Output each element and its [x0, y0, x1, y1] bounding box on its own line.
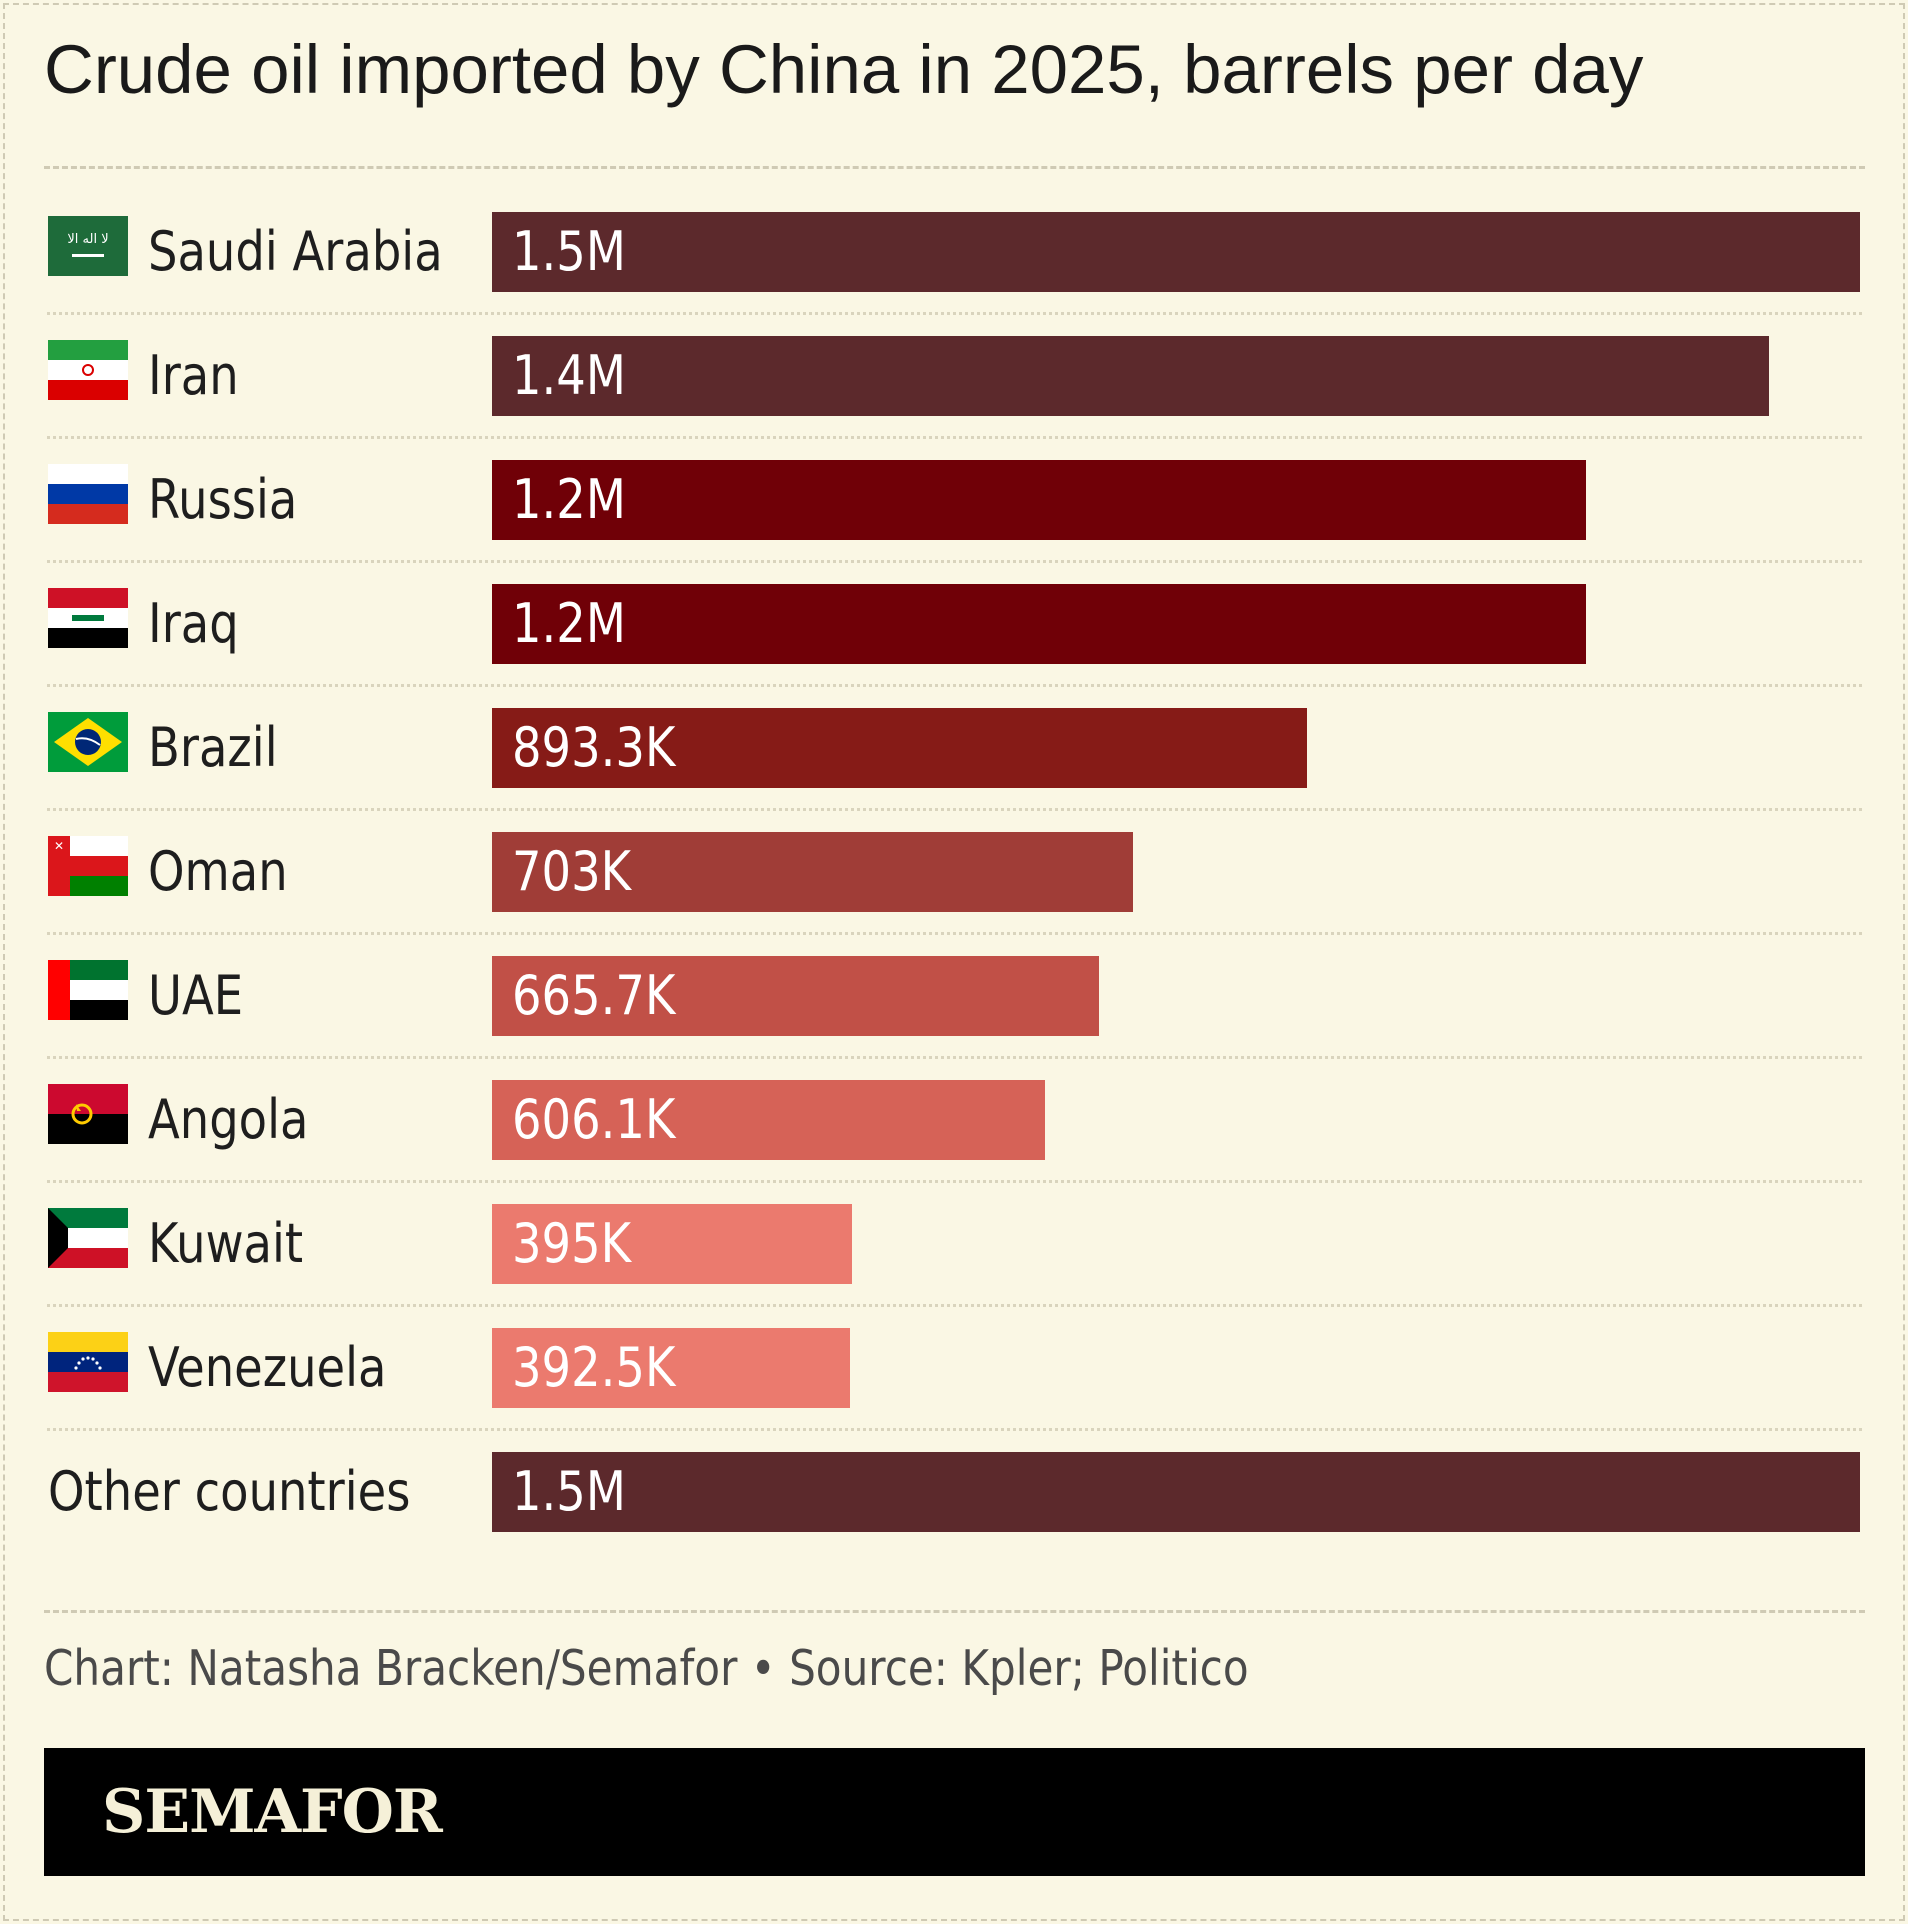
svg-text:ﻻ ﺍﻟﻪ ﺍﻻ: ﻻ ﺍﻟﻪ ﺍﻻ — [67, 232, 108, 247]
footer-divider — [44, 1610, 1865, 1613]
row-separator — [47, 560, 1862, 563]
category-label-oman: Oman — [148, 840, 288, 903]
row-separator — [47, 1056, 1862, 1059]
category-label-uae: UAE — [148, 964, 244, 1027]
row-separator — [47, 1428, 1862, 1431]
category-label-other-countries: Other countries — [48, 1460, 411, 1523]
data-label-other-countries: 1.5M — [512, 1460, 626, 1523]
bar-russia — [492, 460, 1586, 540]
data-label-kuwait: 395K — [512, 1212, 632, 1275]
svg-text:✕: ✕ — [54, 839, 64, 853]
data-label-russia: 1.2M — [512, 468, 626, 531]
category-label-iran: Iran — [148, 344, 239, 407]
kuwait-flag-icon — [48, 1208, 128, 1268]
category-label-venezuela: Venezuela — [148, 1336, 387, 1399]
data-label-angola: 606.1K — [512, 1088, 676, 1151]
bar-brazil — [492, 708, 1307, 788]
data-label-iraq: 1.2M — [512, 592, 626, 655]
bar-angola — [492, 1080, 1045, 1160]
bar-other-countries — [492, 1452, 1860, 1532]
iraq-flag-icon — [48, 588, 128, 648]
row-separator — [47, 312, 1862, 315]
row-separator — [47, 932, 1862, 935]
category-label-brazil: Brazil — [148, 716, 278, 779]
chart-title: Crude oil imported by China in 2025, bar… — [44, 31, 1644, 108]
data-label-iran: 1.4M — [512, 344, 626, 407]
bar-iraq — [492, 584, 1586, 664]
data-label-uae: 665.7K — [512, 964, 676, 1027]
bar-oman — [492, 832, 1133, 912]
row-separator — [47, 1304, 1862, 1307]
angola-flag-icon — [48, 1084, 128, 1144]
data-label-venezuela: 392.5K — [512, 1336, 676, 1399]
bar-uae — [492, 956, 1099, 1036]
chart-credit: Chart: Natasha Bracken/Semafor • Source:… — [44, 1640, 1249, 1697]
category-label-angola: Angola — [148, 1088, 309, 1151]
row-separator — [47, 684, 1862, 687]
bar-saudi-arabia — [492, 212, 1860, 292]
bar-iran — [492, 336, 1769, 416]
saudi-arabia-flag-icon: ﻻ ﺍﻟﻪ ﺍﻻ — [48, 216, 128, 276]
bar-kuwait — [492, 1204, 852, 1284]
row-separator — [47, 808, 1862, 811]
oman-flag-icon: ✕ — [48, 836, 128, 896]
category-label-saudi-arabia: Saudi Arabia — [148, 220, 443, 283]
brand-logo: SEMAFOR — [102, 1777, 443, 1847]
russia-flag-icon — [48, 464, 128, 524]
row-separator — [47, 1180, 1862, 1183]
uae-flag-icon — [48, 960, 128, 1020]
chart-frame — [3, 3, 1905, 1921]
brand-footer: SEMAFOR — [44, 1748, 1865, 1876]
category-label-iraq: Iraq — [148, 592, 239, 655]
title-divider — [44, 166, 1865, 169]
data-label-brazil: 893.3K — [512, 716, 676, 779]
data-label-oman: 703K — [512, 840, 632, 903]
brazil-flag-icon — [48, 712, 128, 772]
row-separator — [47, 436, 1862, 439]
category-label-russia: Russia — [148, 468, 298, 531]
bar-venezuela — [492, 1328, 850, 1408]
iran-flag-icon — [48, 340, 128, 400]
category-label-kuwait: Kuwait — [148, 1212, 304, 1275]
venezuela-flag-icon — [48, 1332, 128, 1392]
data-label-saudi-arabia: 1.5M — [512, 220, 626, 283]
